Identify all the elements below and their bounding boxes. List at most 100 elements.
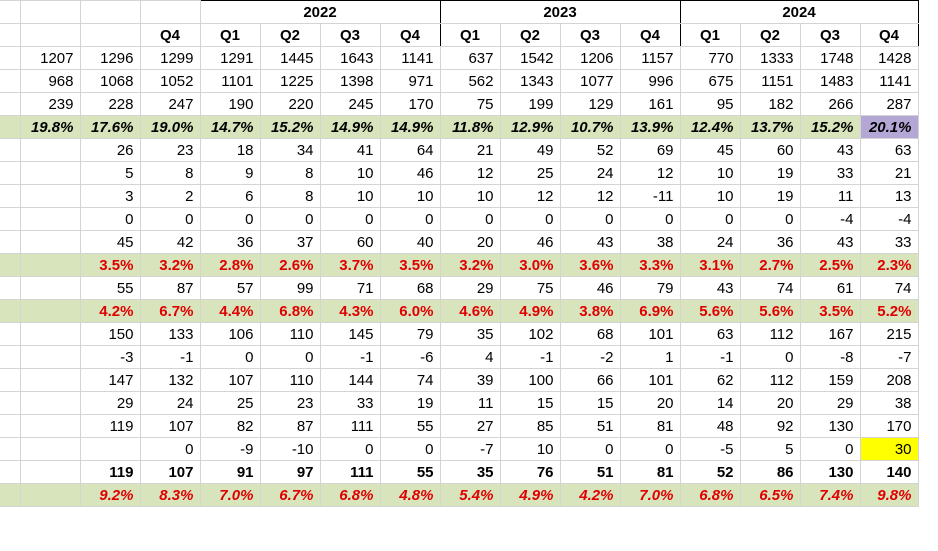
cell[interactable]: 1428	[859, 46, 919, 70]
cell[interactable]: 0	[79, 207, 141, 231]
quarter-header[interactable]: Q1	[199, 23, 261, 47]
cell[interactable]: 101	[619, 322, 681, 346]
cell[interactable]: 4.2%	[79, 299, 141, 323]
cell[interactable]: 15	[559, 391, 621, 415]
cell[interactable]: 62	[679, 368, 741, 392]
cell[interactable]: 7.0%	[619, 483, 681, 507]
cell[interactable]: -5	[679, 437, 741, 461]
cell[interactable]: 15	[499, 391, 561, 415]
cell[interactable]: 55	[379, 414, 441, 438]
cell[interactable]: 3	[79, 184, 141, 208]
cell[interactable]: 110	[259, 322, 321, 346]
cell[interactable]: 170	[379, 92, 441, 116]
cell[interactable]: 130	[799, 414, 861, 438]
cell[interactable]: 57	[199, 276, 261, 300]
cell[interactable]: 52	[679, 460, 741, 484]
cell[interactable]: 10	[439, 184, 501, 208]
cell[interactable]: 74	[379, 368, 441, 392]
cell[interactable]: 2.8%	[199, 253, 261, 277]
cell[interactable]: 82	[199, 414, 261, 438]
cell[interactable]	[19, 460, 81, 484]
cell[interactable]: 9	[199, 161, 261, 185]
cell[interactable]: 0	[379, 437, 441, 461]
cell[interactable]: 106	[199, 322, 261, 346]
cell[interactable]: 102	[499, 322, 561, 346]
cell[interactable]: 10	[679, 161, 741, 185]
cell[interactable]: 107	[199, 368, 261, 392]
cell[interactable]: 0	[379, 207, 441, 231]
cell[interactable]: 11	[439, 391, 501, 415]
cell[interactable]: 10	[319, 161, 381, 185]
cell[interactable]: 24	[679, 230, 741, 254]
cell[interactable]: 10	[319, 184, 381, 208]
cell[interactable]: 145	[319, 322, 381, 346]
cell[interactable]: 11	[799, 184, 861, 208]
cell[interactable]: 63	[679, 322, 741, 346]
cell[interactable]: 4	[439, 345, 501, 369]
cell[interactable]: 2.6%	[259, 253, 321, 277]
cell[interactable]: 6.9%	[619, 299, 681, 323]
cell[interactable]: 3.2%	[439, 253, 501, 277]
cell[interactable]: 101	[619, 368, 681, 392]
cell[interactable]: 161	[619, 92, 681, 116]
cell[interactable]: 46	[379, 161, 441, 185]
cell[interactable]: 14	[679, 391, 741, 415]
cell[interactable]: 41	[319, 138, 381, 162]
cell[interactable]: 86	[739, 460, 801, 484]
cell[interactable]: 1157	[619, 46, 681, 70]
cell[interactable]: 6.8%	[319, 483, 381, 507]
cell[interactable]: 99	[259, 276, 321, 300]
cell[interactable]: -1	[499, 345, 561, 369]
cell[interactable]: 0	[559, 437, 621, 461]
cell[interactable]: 20	[619, 391, 681, 415]
cell[interactable]: 79	[379, 322, 441, 346]
cell[interactable]: 4.9%	[499, 483, 561, 507]
cell[interactable]: 21	[439, 138, 501, 162]
cell[interactable]: 15.2%	[799, 115, 861, 139]
cell[interactable]: 1	[619, 345, 681, 369]
cell[interactable]	[0, 276, 21, 300]
quarter-header[interactable]: Q2	[499, 23, 561, 47]
cell[interactable]	[0, 230, 21, 254]
cell[interactable]: 34	[259, 138, 321, 162]
cell[interactable]: 20.1%	[859, 115, 919, 139]
quarter-header[interactable]: Q2	[739, 23, 801, 47]
cell[interactable]: 266	[799, 92, 861, 116]
cell[interactable]: 1398	[319, 69, 381, 93]
cell[interactable]	[19, 322, 81, 346]
cell[interactable]	[19, 345, 81, 369]
cell[interactable]: 19.8%	[19, 115, 81, 139]
cell[interactable]: 159	[799, 368, 861, 392]
cell[interactable]: 42	[139, 230, 201, 254]
cell[interactable]: 85	[499, 414, 561, 438]
year-2024-header[interactable]: 2024	[679, 0, 919, 24]
cell[interactable]: 150	[79, 322, 141, 346]
cell[interactable]: 8	[139, 161, 201, 185]
cell[interactable]: 971	[379, 69, 441, 93]
cell[interactable]	[79, 437, 141, 461]
cell[interactable]: 7.4%	[799, 483, 861, 507]
cell[interactable]: 6.5%	[739, 483, 801, 507]
cell[interactable]: 39	[439, 368, 501, 392]
cell[interactable]: -1	[139, 345, 201, 369]
cell[interactable]: 4.4%	[199, 299, 261, 323]
cell[interactable]: 2	[139, 184, 201, 208]
cell[interactable]	[0, 184, 21, 208]
cell[interactable]: 10.7%	[559, 115, 621, 139]
cell[interactable]: 3.1%	[679, 253, 741, 277]
cell[interactable]: 21	[859, 161, 919, 185]
cell[interactable]: 74	[859, 276, 919, 300]
cell[interactable]: 119	[79, 460, 141, 484]
cell[interactable]: 19	[739, 161, 801, 185]
cell[interactable]: 0	[739, 345, 801, 369]
cell[interactable]: 29	[439, 276, 501, 300]
cell[interactable]: 228	[79, 92, 141, 116]
cell[interactable]: 1151	[739, 69, 801, 93]
cell[interactable]: 95	[679, 92, 741, 116]
cell[interactable]: 6	[199, 184, 261, 208]
cell[interactable]: 14.7%	[199, 115, 261, 139]
cell[interactable]: 3.2%	[139, 253, 201, 277]
cell[interactable]: 8	[259, 161, 321, 185]
cell[interactable]: 46	[559, 276, 621, 300]
cell[interactable]: 770	[679, 46, 741, 70]
